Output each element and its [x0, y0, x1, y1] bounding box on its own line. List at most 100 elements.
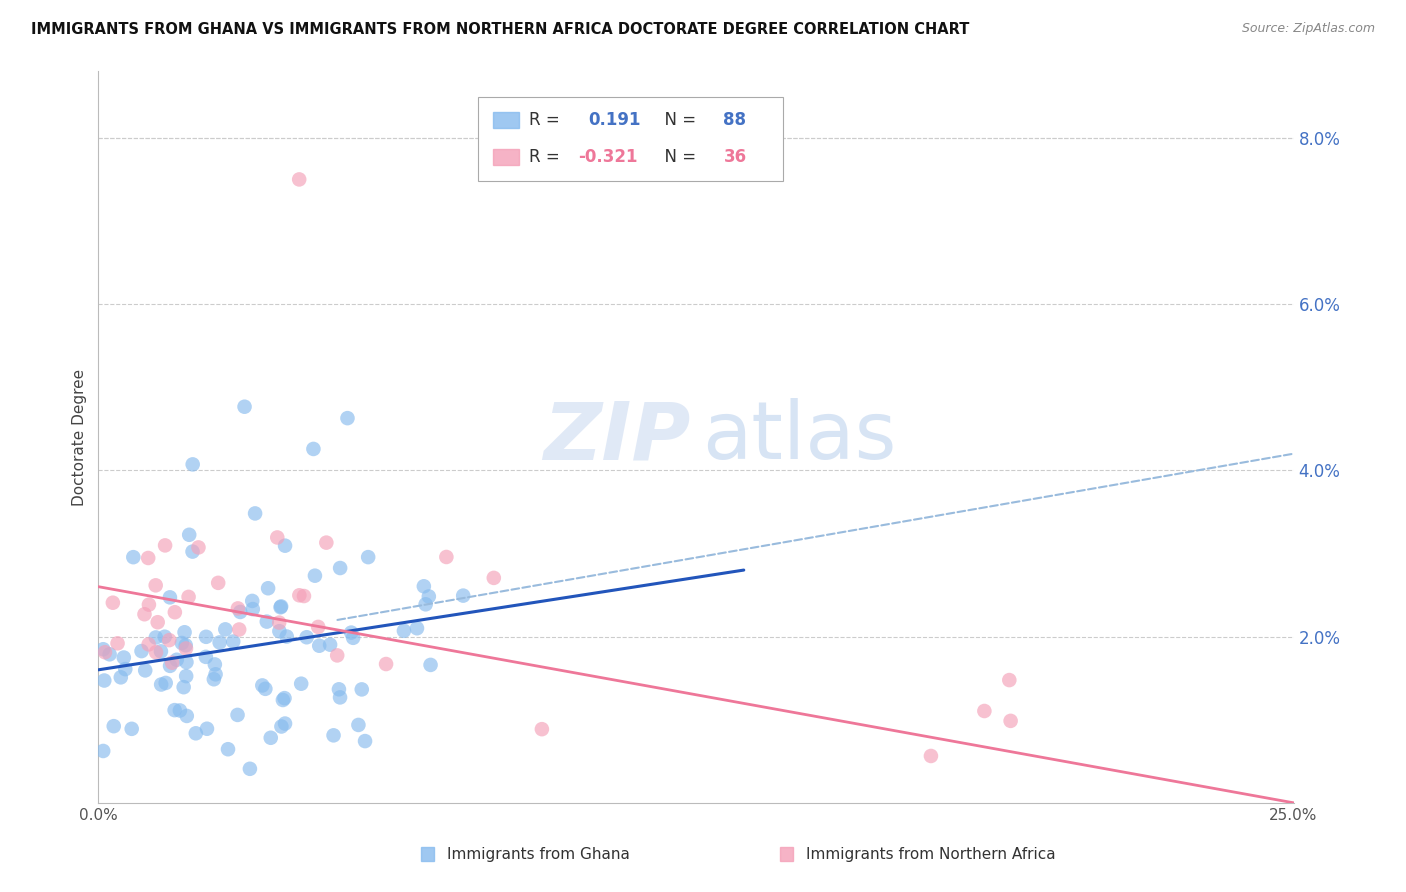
Point — [214, 623, 236, 637]
Point — [254, 681, 277, 696]
Point — [288, 172, 311, 186]
Point — [242, 602, 264, 616]
Point — [271, 693, 294, 707]
Point — [181, 544, 204, 558]
Point — [145, 645, 167, 659]
Point — [418, 590, 440, 604]
Point — [319, 638, 342, 652]
Point — [252, 678, 274, 692]
Point — [229, 605, 252, 619]
Point — [146, 615, 169, 630]
Point — [94, 645, 117, 659]
Point — [122, 550, 145, 565]
Point — [114, 662, 136, 676]
Point — [195, 722, 218, 736]
Point — [157, 633, 180, 648]
Point — [91, 744, 114, 758]
Point — [269, 624, 291, 639]
Point — [195, 630, 218, 644]
Point — [174, 669, 197, 683]
Point — [153, 630, 176, 644]
Point — [308, 639, 330, 653]
Point — [222, 634, 245, 648]
Point — [184, 726, 207, 740]
Point — [159, 658, 181, 673]
Point — [274, 716, 297, 731]
Point — [304, 568, 326, 582]
Point — [530, 722, 553, 736]
Point — [270, 599, 292, 614]
Text: R =: R = — [529, 148, 565, 166]
Point — [412, 579, 434, 593]
Point — [159, 591, 181, 605]
Point — [336, 411, 359, 425]
Point — [315, 535, 337, 549]
Point — [204, 657, 226, 672]
Point — [134, 607, 156, 622]
Text: IMMIGRANTS FROM GHANA VS IMMIGRANTS FROM NORTHERN AFRICA DOCTORATE DEGREE CORREL: IMMIGRANTS FROM GHANA VS IMMIGRANTS FROM… — [31, 22, 969, 37]
Point — [174, 638, 197, 652]
Point — [257, 581, 280, 595]
Point — [295, 630, 318, 644]
Point — [288, 588, 311, 602]
Point — [138, 637, 160, 651]
Point — [326, 648, 349, 663]
Point — [482, 571, 505, 585]
Point — [233, 400, 256, 414]
Point — [110, 670, 132, 684]
Text: 88: 88 — [724, 112, 747, 129]
Point — [153, 538, 176, 552]
Text: N =: N = — [654, 148, 702, 166]
Point — [174, 641, 197, 656]
Point — [166, 653, 188, 667]
Point — [243, 507, 266, 521]
Point — [173, 680, 195, 694]
Point — [270, 600, 292, 615]
Point — [273, 691, 295, 706]
Point — [342, 631, 364, 645]
Point — [194, 649, 217, 664]
Point — [302, 442, 325, 456]
Point — [121, 722, 143, 736]
Point — [202, 672, 225, 686]
Point — [307, 620, 329, 634]
Point — [328, 682, 350, 697]
Text: 36: 36 — [724, 148, 747, 166]
Bar — [494, 112, 519, 128]
Point — [169, 703, 191, 717]
Point — [187, 541, 209, 555]
Text: Immigrants from Northern Africa: Immigrants from Northern Africa — [806, 847, 1056, 862]
Point — [228, 623, 250, 637]
Point — [290, 676, 312, 690]
Point — [434, 549, 457, 564]
Text: -0.321: -0.321 — [578, 148, 637, 166]
Point — [91, 642, 114, 657]
FancyBboxPatch shape — [478, 97, 783, 181]
Point — [375, 657, 398, 671]
Point — [103, 719, 125, 733]
Point — [350, 682, 373, 697]
Point — [226, 601, 249, 615]
Point — [274, 539, 297, 553]
Point — [107, 636, 129, 650]
Point — [112, 650, 135, 665]
Point — [98, 648, 121, 662]
Point — [136, 551, 159, 566]
Point — [256, 615, 278, 629]
Text: Immigrants from Ghana: Immigrants from Ghana — [447, 847, 630, 862]
Point — [1000, 714, 1022, 728]
Point — [134, 664, 156, 678]
Point — [155, 676, 177, 690]
Point — [217, 742, 239, 756]
Point — [226, 707, 249, 722]
Point — [266, 531, 288, 545]
Point — [329, 690, 352, 705]
Point — [998, 673, 1021, 687]
Point — [322, 728, 344, 742]
Point — [176, 709, 198, 723]
Point — [269, 615, 291, 630]
Text: R =: R = — [529, 112, 569, 129]
Point — [160, 656, 183, 670]
Point — [260, 731, 283, 745]
Point — [177, 590, 200, 604]
